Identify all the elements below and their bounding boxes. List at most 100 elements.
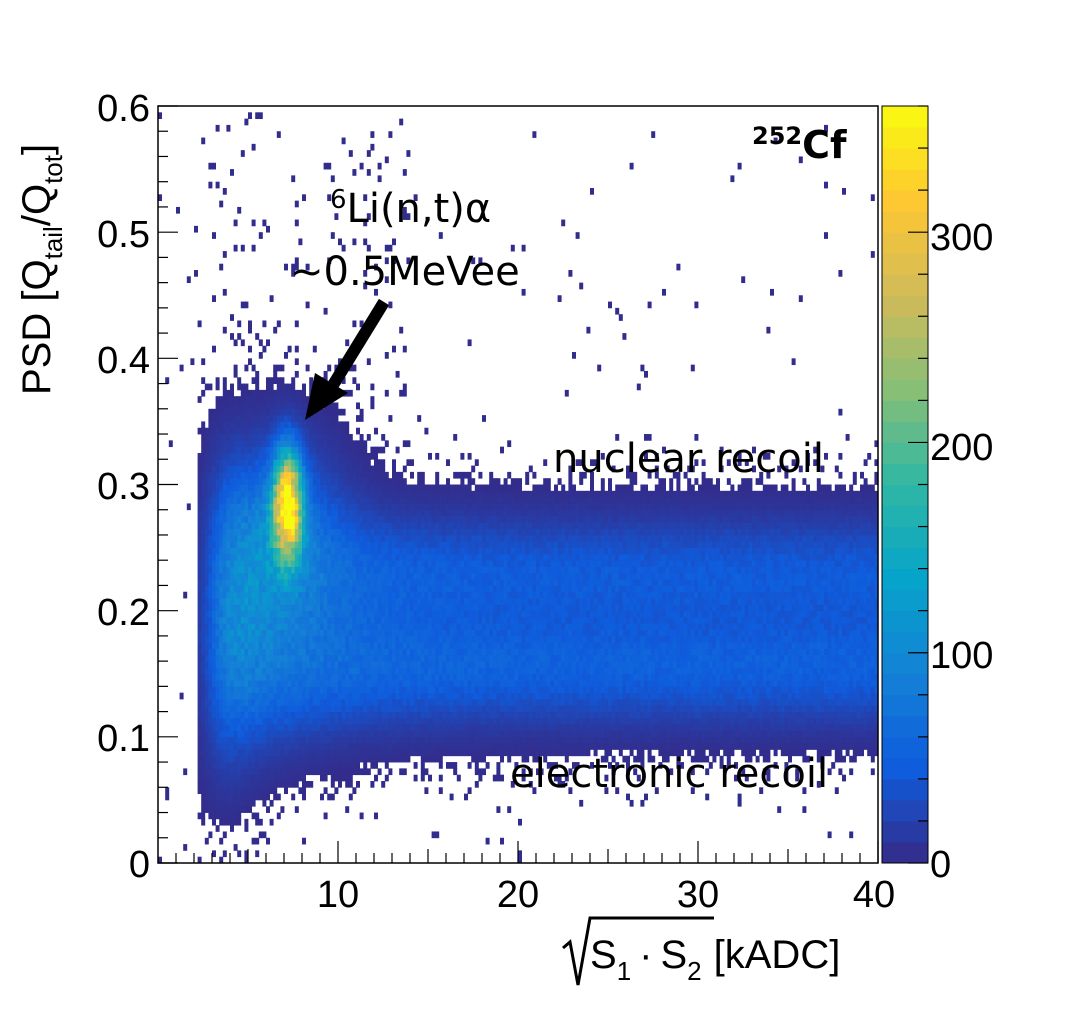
heatmap-cell — [456, 667, 461, 675]
heatmap-cell — [456, 522, 461, 530]
heatmap-cell — [266, 522, 270, 530]
heatmap-cell — [237, 320, 242, 328]
heatmap-cell — [298, 522, 303, 530]
heatmap-cell — [424, 698, 429, 706]
heatmap-cell — [327, 522, 332, 530]
heatmap-cell — [474, 692, 479, 700]
heatmap-cell — [399, 743, 404, 750]
heatmap-cell — [251, 749, 256, 757]
heatmap-cell — [302, 522, 306, 530]
heatmap-cell — [208, 534, 213, 542]
heatmap-cell — [266, 446, 270, 454]
heatmap-cell — [237, 616, 242, 624]
heatmap-cell — [356, 522, 360, 530]
heatmap-cell — [352, 673, 357, 681]
heatmap-cell — [294, 717, 299, 725]
heatmap-cell — [291, 465, 296, 473]
heatmap-cell — [298, 698, 303, 706]
heatmap-cell — [381, 560, 386, 567]
heatmap-cell — [410, 736, 414, 744]
heatmap-cell — [244, 850, 249, 858]
heatmap-cell — [474, 497, 479, 504]
heatmap-cell — [388, 509, 393, 517]
heatmap-cell — [374, 503, 378, 511]
heatmap-cell — [244, 749, 249, 757]
heatmap-cell — [485, 547, 490, 555]
heatmap-cell — [453, 471, 458, 479]
heatmap-cell — [384, 724, 389, 731]
heatmap-cell — [438, 484, 443, 492]
heatmap-cell — [197, 762, 202, 769]
heatmap-cell — [352, 598, 357, 605]
heatmap-cell — [255, 572, 260, 580]
heatmap-cell — [338, 440, 342, 448]
heatmap-cell — [258, 585, 263, 593]
heatmap-cell — [345, 516, 350, 523]
heatmap-cell — [305, 402, 310, 410]
heatmap-cell — [449, 686, 454, 694]
heatmap-cell — [208, 698, 213, 706]
heatmap-cell — [219, 534, 224, 542]
heatmap-cell — [442, 654, 447, 662]
heatmap-cell — [388, 654, 393, 662]
heatmap-cell — [424, 528, 429, 536]
heatmap-cell — [248, 806, 252, 813]
heatmap-cell — [222, 635, 227, 643]
heatmap-cell — [262, 219, 267, 227]
heatmap-cell — [291, 484, 296, 492]
heatmap-cell — [251, 377, 256, 384]
heatmap-cell — [309, 452, 314, 460]
heatmap-cell — [226, 673, 231, 681]
heatmap-cell — [269, 774, 274, 782]
heatmap-cell — [395, 503, 400, 511]
heatmap-cell — [413, 673, 418, 681]
heatmap-cell — [262, 465, 267, 473]
heatmap-cell — [215, 604, 220, 612]
heatmap-cell — [291, 522, 296, 530]
heatmap-cell — [384, 484, 389, 492]
heatmap-cell — [222, 850, 227, 858]
heatmap-cell — [323, 528, 328, 536]
heatmap-cell — [262, 566, 267, 574]
heatmap-cell — [291, 402, 296, 410]
heatmap-cell — [359, 743, 364, 750]
heatmap-cell — [341, 680, 346, 687]
heatmap-cell — [399, 490, 404, 498]
heatmap-cell — [251, 755, 256, 763]
heatmap-cell — [305, 730, 310, 738]
heatmap-cell — [284, 604, 288, 612]
heatmap-cell — [381, 692, 386, 700]
heatmap-cell — [233, 591, 238, 599]
heatmap-cell — [431, 484, 436, 492]
heatmap-cell — [338, 673, 342, 681]
heatmap-cell — [359, 528, 364, 536]
heatmap-cell — [352, 724, 357, 731]
heatmap-cell — [222, 288, 227, 296]
heatmap-cell — [500, 534, 504, 542]
heatmap-cell — [384, 522, 389, 530]
heatmap-cell — [327, 534, 332, 542]
heatmap-cell — [273, 768, 278, 776]
heatmap-cell — [496, 610, 501, 618]
heatmap-cell — [345, 705, 350, 712]
heatmap-cell — [208, 516, 213, 523]
heatmap-cell — [485, 711, 490, 719]
heatmap-cell — [298, 680, 303, 687]
heatmap-cell — [377, 654, 382, 662]
heatmap-cell — [269, 490, 274, 498]
heatmap-cell — [269, 402, 274, 410]
heatmap-cell — [222, 774, 227, 782]
heatmap-cell — [262, 320, 267, 328]
heatmap-cell — [222, 667, 227, 675]
heatmap-cell — [294, 471, 299, 479]
heatmap-cell — [377, 642, 382, 649]
heatmap-cell — [258, 680, 263, 687]
heatmap-cell — [298, 503, 303, 511]
heatmap-cell — [359, 579, 364, 586]
heatmap-cell — [485, 497, 490, 504]
heatmap-cell — [219, 793, 224, 801]
heatmap-cell — [294, 591, 299, 599]
heatmap-cell — [489, 490, 494, 498]
heatmap-cell — [334, 579, 339, 586]
heatmap-cell — [197, 320, 202, 328]
